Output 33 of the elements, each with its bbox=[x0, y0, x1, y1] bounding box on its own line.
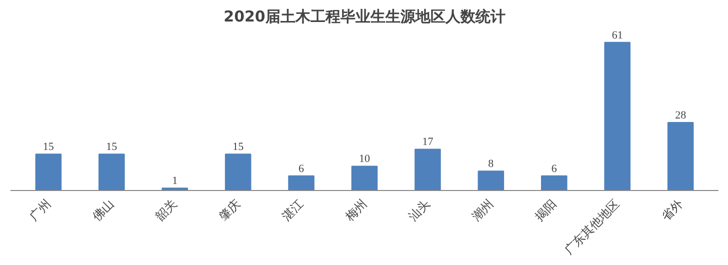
x-tick-label: 梅州 bbox=[342, 196, 370, 224]
data-label: 1 bbox=[172, 175, 178, 188]
data-label: 28 bbox=[675, 110, 687, 122]
data-label: 15 bbox=[232, 141, 244, 154]
bar bbox=[478, 170, 504, 190]
x-tick-label: 肇庆 bbox=[216, 196, 244, 224]
x-tick-label: 省外 bbox=[658, 196, 686, 224]
x-tick-label: 湛江 bbox=[279, 196, 306, 224]
bar bbox=[541, 175, 568, 190]
x-tick-label: 潮州 bbox=[469, 196, 496, 224]
x-tick-label: 汕头 bbox=[406, 196, 433, 224]
x-tick-label: 揭阳 bbox=[532, 196, 560, 224]
data-label: 15 bbox=[106, 141, 118, 154]
bar bbox=[98, 154, 125, 190]
bar bbox=[288, 175, 314, 190]
bar bbox=[667, 122, 694, 190]
data-label: 6 bbox=[298, 162, 305, 175]
data-label: 17 bbox=[422, 136, 434, 148]
data-label: 6 bbox=[551, 162, 558, 175]
bar bbox=[224, 154, 252, 190]
x-tick-label: 韶关 bbox=[152, 196, 180, 224]
data-label: 61 bbox=[612, 29, 623, 42]
x-tick-label: 广州 bbox=[26, 196, 54, 224]
chart-title: 2020届土木工程毕业生生源地区人数统计 bbox=[224, 8, 506, 26]
bar bbox=[35, 154, 62, 190]
bar bbox=[414, 148, 441, 190]
bar bbox=[351, 166, 378, 190]
data-label: 8 bbox=[488, 158, 494, 170]
data-label: 15 bbox=[42, 141, 54, 154]
bar bbox=[604, 42, 630, 190]
x-tick-label: 广东其他地区 bbox=[561, 196, 622, 258]
x-tick-label: 佛山 bbox=[90, 196, 117, 224]
data-label: 10 bbox=[359, 153, 370, 166]
